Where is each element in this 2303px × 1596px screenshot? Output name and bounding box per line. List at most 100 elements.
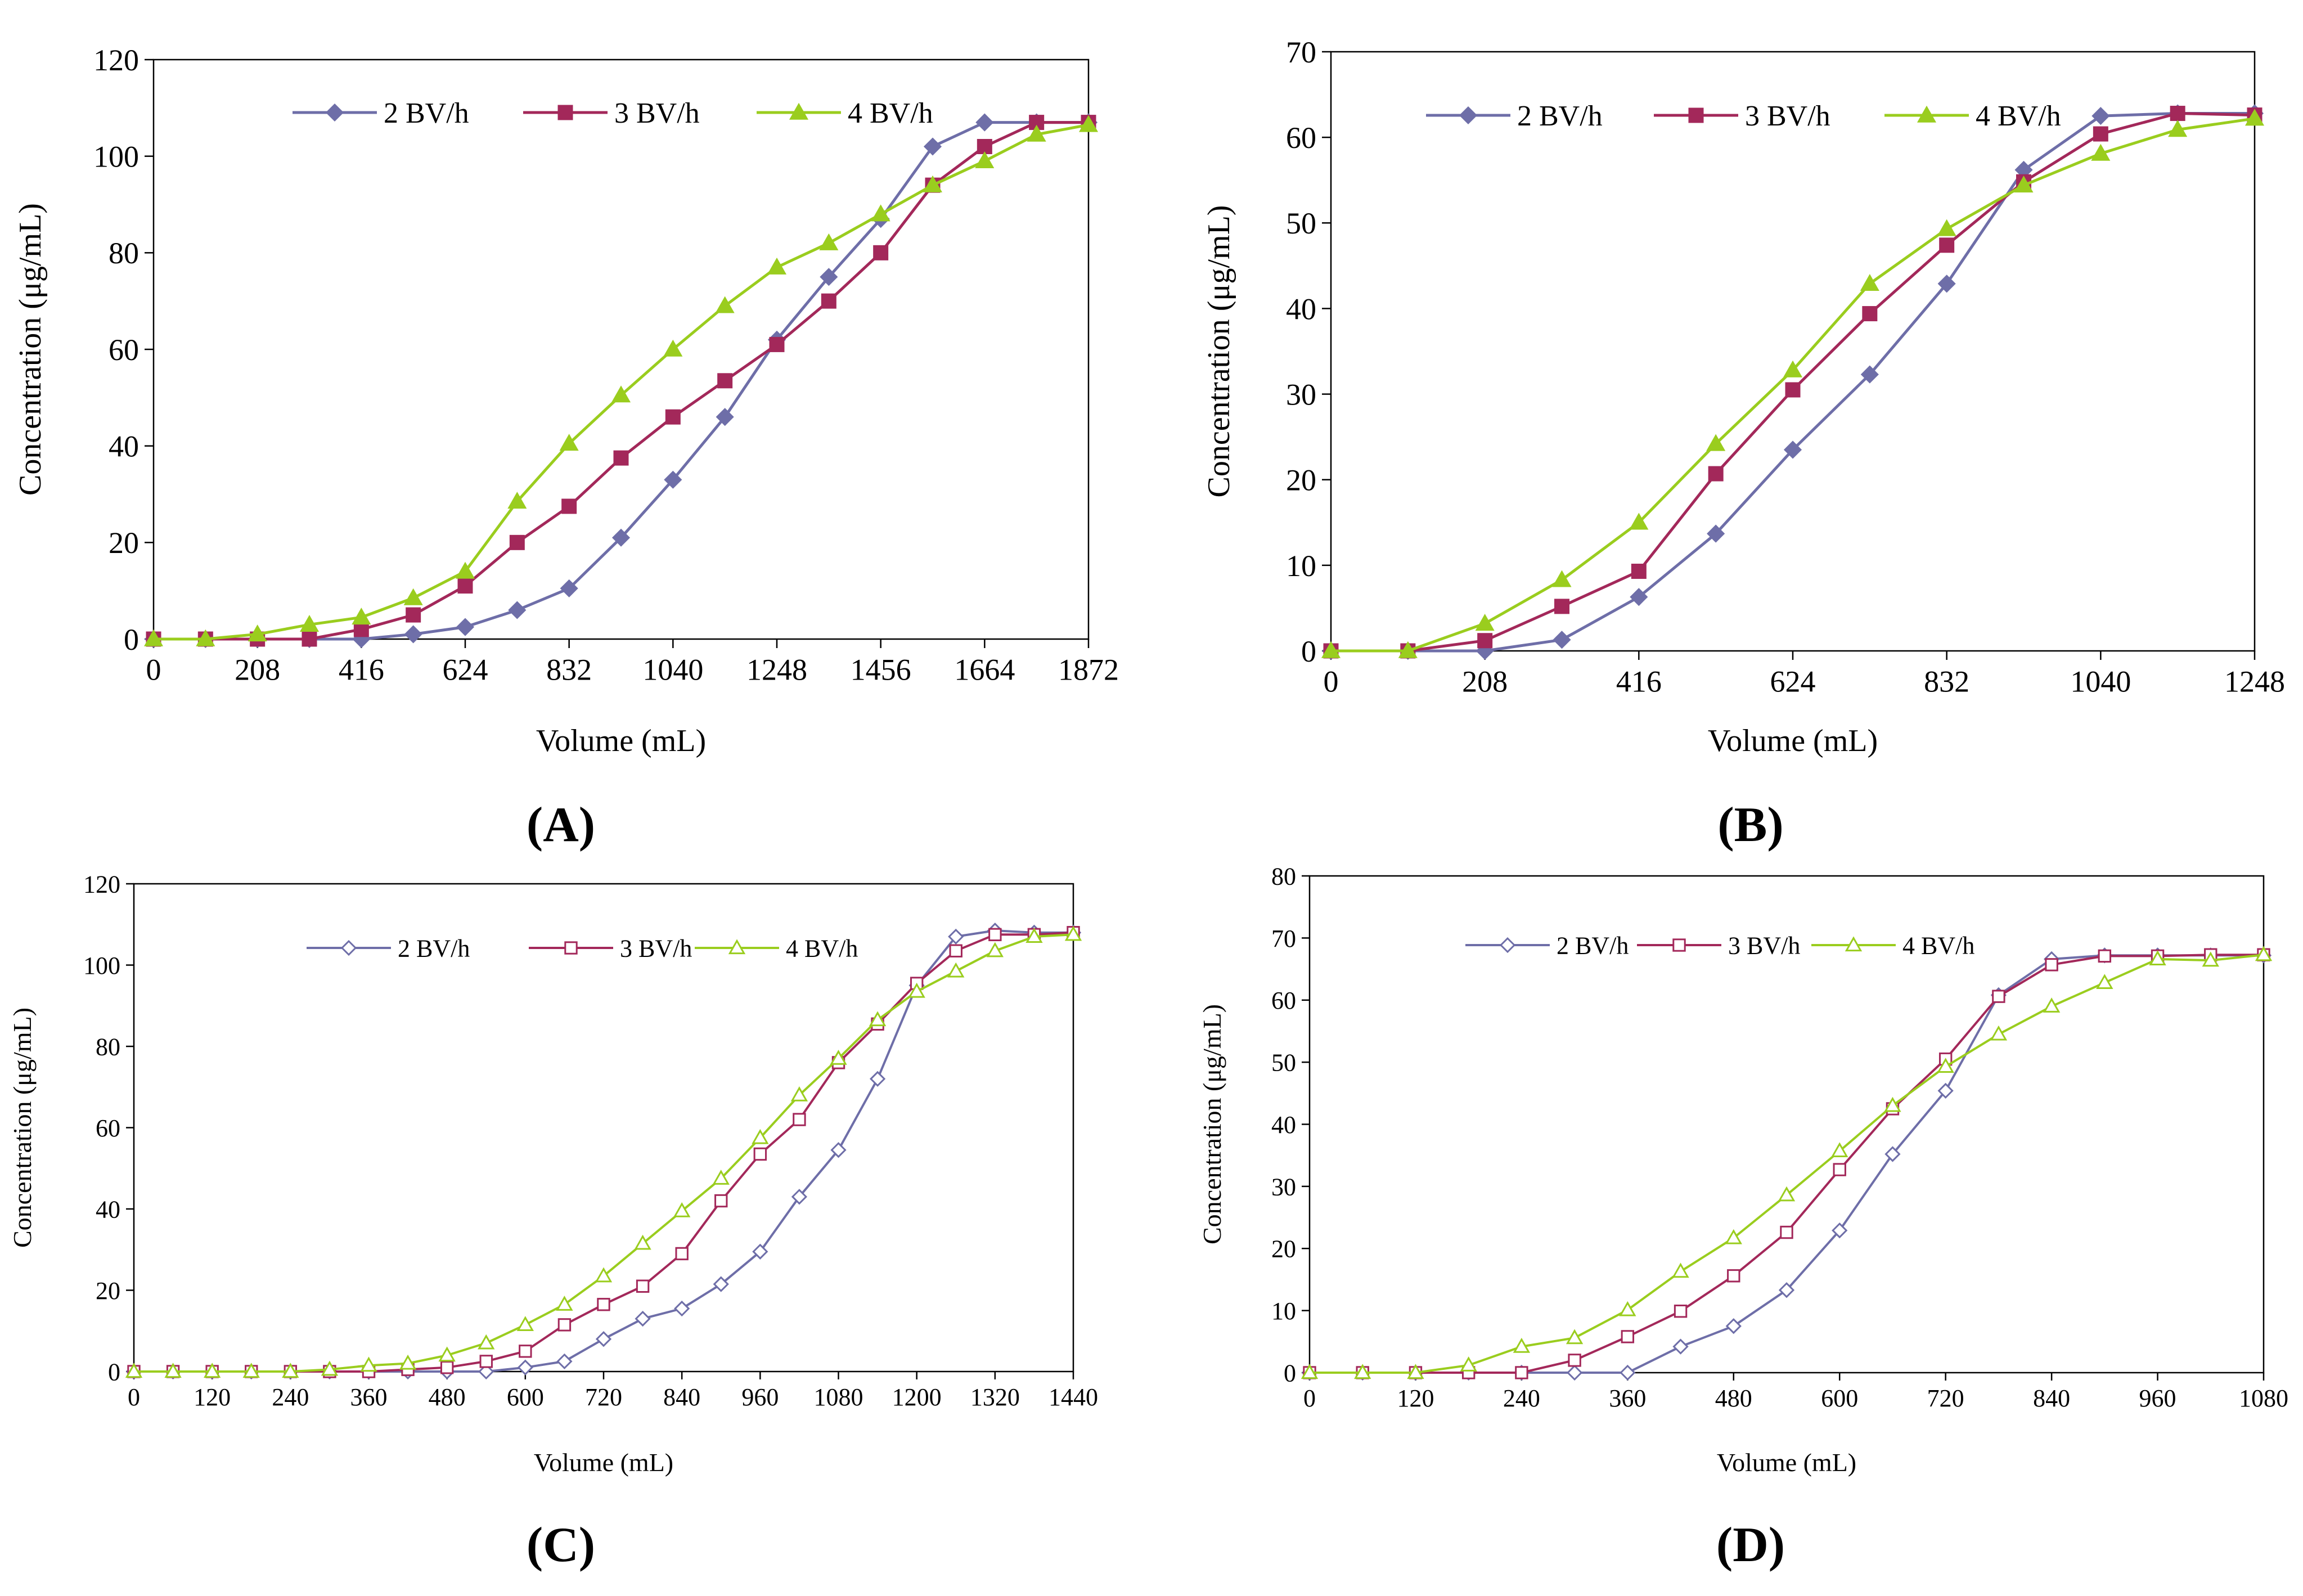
x-tick-label: 360: [350, 1383, 388, 1411]
data-point: [1566, 1329, 1584, 1345]
data-point: [559, 434, 579, 451]
series-line: [154, 121, 1088, 641]
x-tick-label: 832: [546, 653, 592, 687]
y-tick-label: 120: [93, 43, 139, 77]
x-tick-label: 960: [741, 1383, 779, 1411]
data-point: [2045, 958, 2058, 972]
series-line: [154, 121, 1088, 641]
legend-marker: [1845, 936, 1863, 952]
data-point: [873, 245, 889, 260]
data-point: [2043, 997, 2061, 1013]
chart-panel: 0 10 20 30 40 50 60 70 0 208 416 624 832 1040 1248 Volu…: [1202, 35, 2285, 852]
data-point: [1937, 219, 1956, 236]
data-point: [1833, 1163, 1846, 1176]
data-point: [561, 498, 577, 514]
legend-marker: [789, 102, 809, 120]
data-point: [752, 1129, 769, 1144]
data-point: [1621, 1330, 1635, 1343]
data-point: [1620, 1364, 1636, 1381]
x-tick-label: 208: [1462, 665, 1508, 699]
y-tick-label: 70: [1286, 35, 1316, 69]
y-tick-label: 40: [1271, 1111, 1296, 1139]
data-point: [869, 1071, 886, 1087]
data-point: [1937, 275, 1956, 293]
y-tick-label: 0: [1284, 1359, 1296, 1387]
data-point: [125, 1363, 143, 1378]
y-tick-label: 10: [1271, 1297, 1296, 1325]
data-point: [790, 1086, 808, 1102]
x-tick-label: 1040: [642, 653, 703, 687]
data-point: [675, 1247, 689, 1261]
data-point: [353, 622, 369, 637]
panel-label: (C): [527, 1518, 595, 1572]
data-point: [1937, 1082, 1954, 1099]
x-tick-label: 0: [1303, 1384, 1316, 1412]
data-point: [282, 1363, 299, 1378]
x-tick-label: 120: [1397, 1384, 1434, 1412]
data-point: [440, 1361, 454, 1374]
data-point: [1554, 599, 1569, 614]
series-line: [1331, 112, 2255, 653]
data-point: [716, 408, 734, 426]
data-point: [869, 1011, 887, 1027]
data-point: [1725, 1229, 1742, 1244]
data-point: [1778, 1282, 1795, 1298]
legend-label: 4 BV/h: [848, 97, 933, 129]
data-point: [352, 608, 371, 625]
data-point: [1475, 614, 1495, 631]
y-tick-label: 0: [1301, 635, 1316, 668]
x-tick-label: 1080: [814, 1383, 863, 1411]
data-point: [2093, 126, 2108, 142]
panel-label: (D): [1716, 1518, 1785, 1572]
x-tick-label: 1664: [954, 653, 1015, 687]
data-point: [988, 928, 1002, 942]
legend-label: 4 BV/h: [1902, 932, 1974, 959]
y-tick-label: 30: [1286, 377, 1316, 411]
x-tick-label: 480: [429, 1383, 466, 1411]
data-point: [1407, 1364, 1424, 1379]
data-point: [791, 1189, 808, 1205]
x-tick-label: 0: [146, 653, 161, 687]
x-axis-label: Volume (mL): [536, 723, 706, 758]
y-tick-label: 20: [1286, 464, 1316, 497]
x-axis-label: Volume (mL): [534, 1448, 673, 1477]
data-point: [2096, 974, 2113, 989]
legend-marker: [728, 939, 746, 955]
data-point: [714, 1194, 728, 1208]
data-point: [613, 450, 629, 466]
x-tick-label: 240: [1503, 1384, 1540, 1412]
data-point: [1939, 237, 1955, 253]
data-point: [1672, 1262, 1689, 1278]
plot-frame: [1330, 51, 2256, 652]
series-line: [1310, 954, 2264, 1374]
data-point: [556, 1353, 573, 1370]
data-point: [674, 1300, 690, 1317]
data-point: [557, 1318, 572, 1332]
data-point: [1064, 925, 1082, 941]
series-line: [1310, 954, 2264, 1374]
y-tick-label: 20: [1271, 1235, 1296, 1263]
data-point: [1860, 365, 1879, 384]
x-tick-label: 0: [1324, 665, 1339, 699]
data-point: [753, 1147, 767, 1161]
data-point: [1884, 1146, 1901, 1162]
data-point: [717, 373, 733, 389]
data-point: [302, 631, 317, 647]
data-point: [196, 629, 215, 646]
series-line: [1310, 954, 2264, 1374]
legend-label: 3 BV/h: [620, 934, 692, 962]
data-point: [509, 534, 525, 550]
data-point: [1301, 1364, 1319, 1379]
data-point: [923, 175, 943, 192]
y-tick-label: 80: [109, 236, 139, 270]
data-point: [457, 578, 473, 594]
data-point: [406, 607, 421, 623]
data-point: [673, 1202, 691, 1217]
y-axis-label: Concentration (μg/mL): [13, 203, 48, 496]
data-point: [456, 618, 475, 636]
data-point: [399, 1354, 417, 1370]
x-tick-label: 840: [663, 1383, 700, 1411]
data-point: [478, 1363, 494, 1380]
x-tick-label: 360: [1609, 1384, 1646, 1412]
data-point: [2244, 109, 2265, 126]
